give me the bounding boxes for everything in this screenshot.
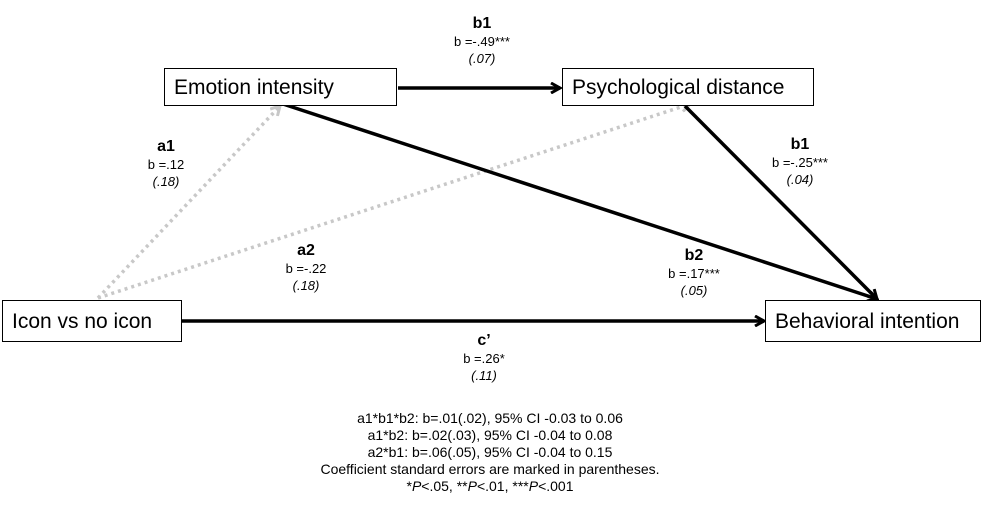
path-coefficient: b =.17*** (668, 266, 720, 281)
note-indirect-a2b1: a2*b1: b=.06(.05), 95% CI -0.04 to 0.15 (367, 444, 613, 460)
path-label-c-prime: c’ b =.26* (.11) (424, 331, 544, 384)
path-coefficient: b =.26* (463, 351, 505, 366)
path-name: b1 (472, 15, 492, 32)
path-name: a1 (157, 138, 175, 155)
path-label-a1: a1 b =.12 (.18) (106, 137, 226, 190)
path-label-b1-right: b1 b =-.25*** (.04) (740, 135, 860, 188)
node-psychological-distance: Psychological distance (562, 68, 814, 106)
path-standard-error: (.07) (468, 51, 496, 66)
path-name: b1 (790, 136, 810, 153)
node-emotion-label: Emotion intensity (174, 75, 334, 99)
path-coefficient: b =-.49*** (453, 34, 510, 49)
path-standard-error: (.11) (471, 368, 497, 383)
path-name: b2 (684, 247, 704, 264)
path-name: c’ (477, 332, 491, 349)
node-emotion-intensity: Emotion intensity (164, 68, 397, 106)
note-indirect-a1b1b2: a1*b1*b2: b=.01(.02), 95% CI -0.03 to 0.… (357, 410, 623, 426)
arrow-a2 (97, 104, 690, 300)
note-indirect-a1b2: a1*b2: b=.02(.03), 95% CI -0.04 to 0.08 (367, 427, 613, 443)
path-coefficient: b =.12 (147, 157, 185, 172)
path-standard-error: (.05) (680, 283, 708, 298)
diagram-notes: a1*b1*b2: b=.01(.02), 95% CI -0.03 to 0.… (240, 410, 740, 495)
path-standard-error: (.18) (292, 278, 320, 293)
path-name: a2 (297, 242, 315, 259)
path-label-b2: b2 b =.17*** (.05) (634, 246, 754, 299)
node-icon-vs-no-icon: Icon vs no icon (2, 300, 182, 342)
path-label-a2: a2 b =-.22 (.18) (246, 241, 366, 294)
path-standard-error: (.04) (786, 172, 814, 187)
path-coefficient: b =-.22 (285, 261, 327, 276)
path-standard-error: (.18) (152, 174, 180, 189)
node-behavioral-intention: Behavioral intention (765, 300, 981, 342)
node-behavior-label: Behavioral intention (775, 309, 960, 333)
node-distance-label: Psychological distance (572, 75, 785, 99)
arrow-a1 (96, 106, 280, 300)
node-icon-label: Icon vs no icon (12, 309, 153, 333)
note-standard-errors: Coefficient standard errors are marked i… (320, 461, 660, 477)
path-label-b1-top: b1 b =-.49*** (.07) (422, 14, 542, 67)
path-coefficient: b =-.25*** (771, 155, 828, 170)
arrow-b2 (282, 102, 877, 299)
note-significance: *P<.05, **P<.01, ***P<.001 (406, 478, 574, 494)
arrow-b1-right (683, 104, 877, 299)
